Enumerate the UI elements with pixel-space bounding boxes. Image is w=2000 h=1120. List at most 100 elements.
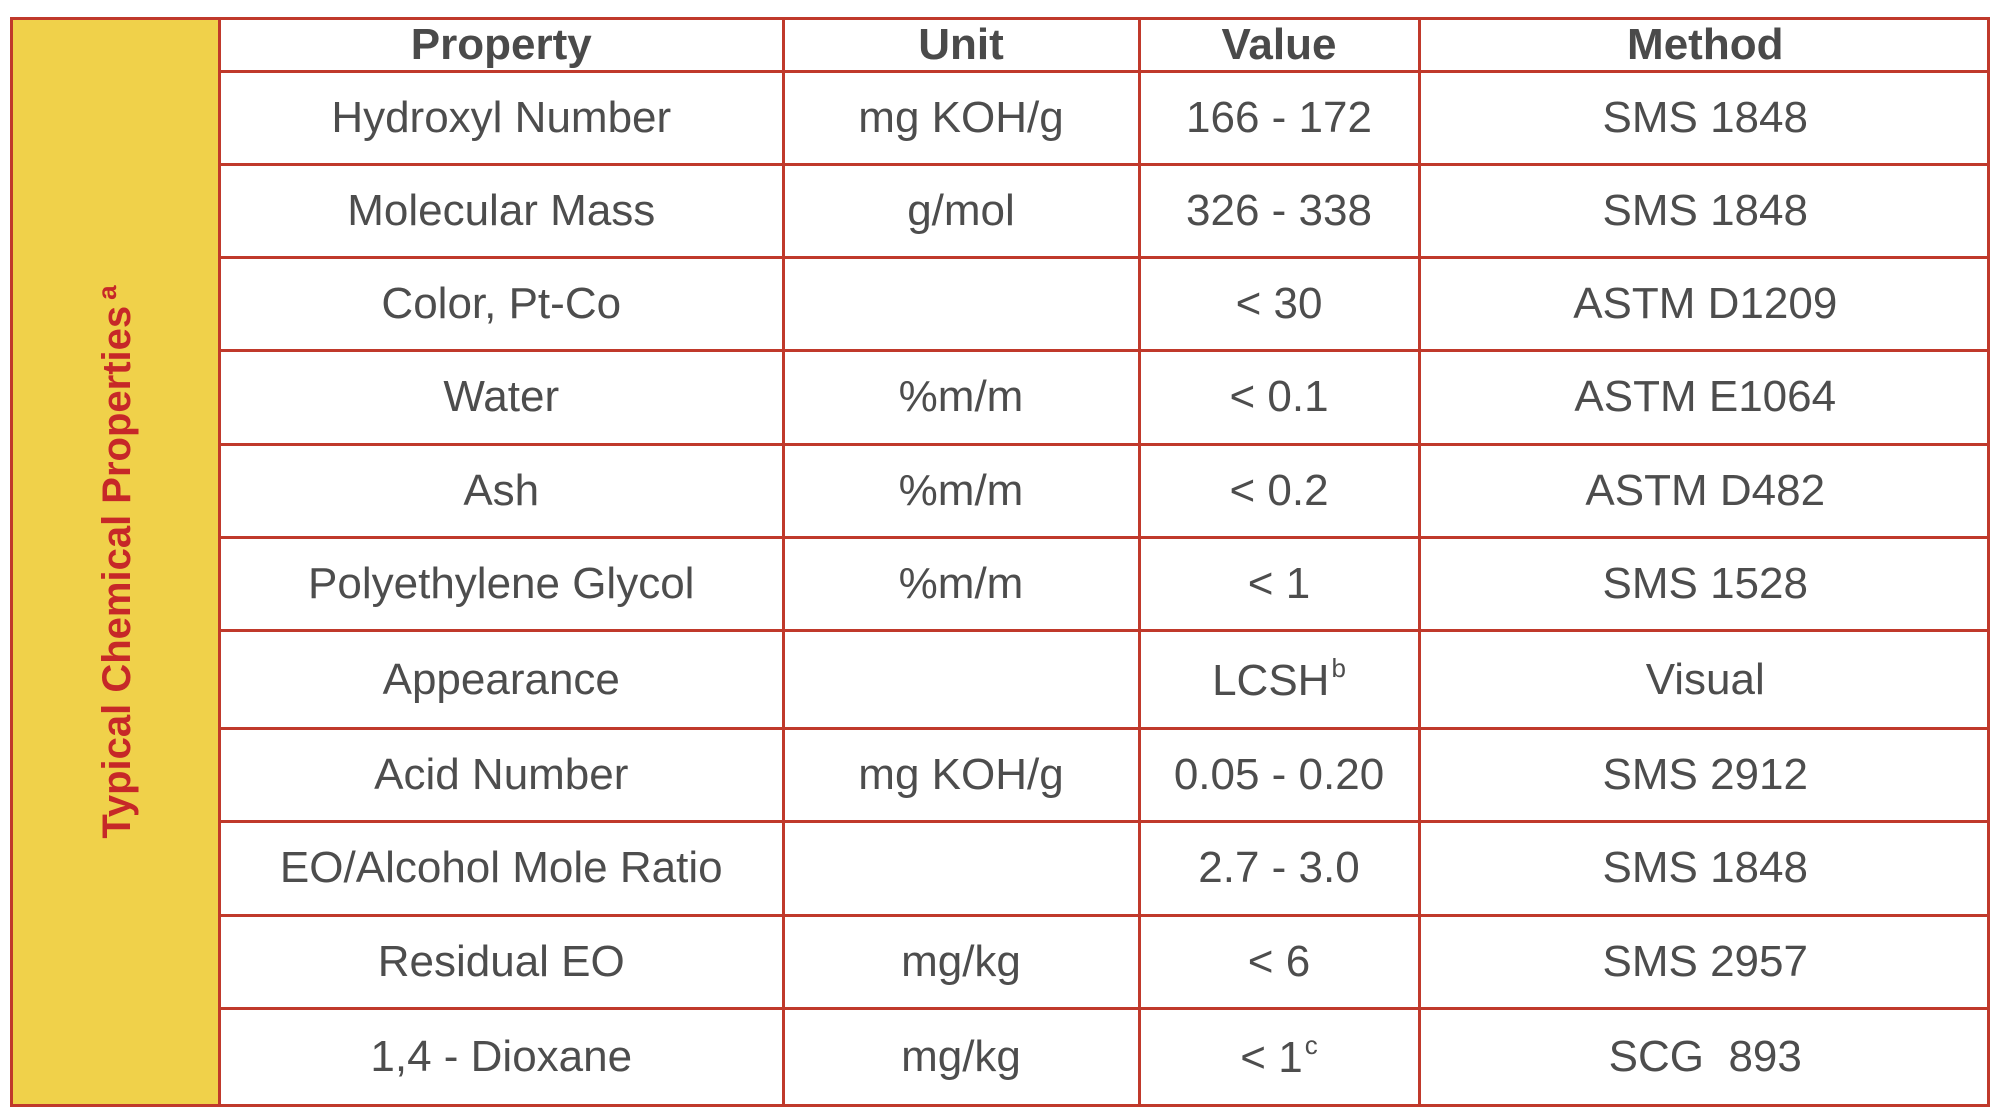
value-footnote: c [1304,1030,1318,1061]
cell-value-text: < 0.1 [1229,372,1329,422]
table-row: Acid Number mg KOH/g 0.05 - 0.20 SMS 2912 [221,727,1990,824]
header-method: Method [1417,20,1990,73]
cell-property: Polyethylene Glycol [221,535,785,632]
cell-unit-text: %m/m [898,558,1024,608]
table-row: Color, Pt-Co < 30 ASTM D1209 [221,256,1990,353]
cell-unit-text: mg KOH/g [858,93,1064,143]
side-label: Typical Chemical Properties a [92,285,140,838]
side-band: Typical Chemical Properties a [13,20,221,1104]
cell-property-text: Residual EO [377,936,625,986]
cell-value: < 0.2 [1137,442,1421,539]
cell-unit-text: mg/kg [901,936,1021,986]
cell-value-text: LCSH [1212,656,1330,706]
cell-unit [781,628,1141,731]
cell-method-text: SMS 1528 [1602,558,1808,608]
cell-property-text: Ash [463,465,540,515]
cell-unit [781,820,1141,917]
cell-method-text: ASTM E1064 [1574,372,1837,422]
cell-method-text: ASTM D482 [1585,465,1826,515]
cell-property: Acid Number [221,727,785,824]
cell-property-text: Polyethylene Glycol [308,558,695,608]
cell-property-text: EO/Alcohol Mole Ratio [279,843,723,893]
cell-method: ASTM D482 [1417,442,1990,539]
cell-property: Appearance [221,628,785,731]
cell-value: 0.05 - 0.20 [1137,727,1421,824]
cell-method: Visual [1417,628,1990,731]
table-body: Hydroxyl Number mg KOH/g 166 - 172 SMS 1848… [221,69,1990,1104]
cell-property-text: Color, Pt-Co [381,279,622,329]
cell-unit: mg KOH/g [781,69,1141,167]
table-row: Water %m/m < 0.1 ASTM E1064 [221,349,1990,446]
cell-property-text: Molecular Mass [347,186,656,236]
cell-method-text: SMS 1848 [1602,93,1808,143]
table-row: Ash %m/m < 0.2 ASTM D482 [221,442,1990,539]
cell-value: 2.7 - 3.0 [1137,820,1421,917]
cell-value-text: 0.05 - 0.20 [1173,750,1385,800]
table-row: Hydroxyl Number mg KOH/g 166 - 172 SMS 1848 [221,69,1990,167]
value-footnote: b [1331,653,1346,684]
table-row: Molecular Mass g/mol 326 - 338 SMS 1848 [221,163,1990,260]
cell-method: SCG 893 [1417,1006,1990,1104]
cell-property: EO/Alcohol Mole Ratio [221,820,785,917]
cell-method: SMS 1528 [1417,535,1990,632]
cell-value: < 1c [1137,1006,1421,1104]
properties-table: Property Unit Value Method Hydroxyl Numb… [221,20,1990,1104]
cell-method-text: SMS 2957 [1602,936,1808,986]
cell-unit: %m/m [781,349,1141,446]
table-row: Appearance LCSHb Visual [221,628,1990,731]
cell-value-text: < 0.2 [1229,465,1329,515]
cell-method-text: SMS 1848 [1602,843,1808,893]
table-wrap: Property Unit Value Method Hydroxyl Numb… [221,20,1990,1104]
cell-unit-text: %m/m [898,372,1024,422]
cell-method-text: SCG 893 [1608,1031,1802,1081]
cell-value: 326 - 338 [1137,163,1421,260]
cell-value-text: 326 - 338 [1186,186,1372,236]
cell-value-text: < 6 [1247,936,1311,986]
cell-unit: mg KOH/g [781,727,1141,824]
cell-method-text: SMS 1848 [1602,186,1808,236]
cell-property-text: Appearance [382,654,620,704]
cell-property: Color, Pt-Co [221,256,785,353]
cell-value: < 0.1 [1137,349,1421,446]
cell-value-text: < 1 [1240,1033,1303,1083]
cell-unit-text: g/mol [907,186,1015,236]
header-value: Value [1137,20,1421,73]
cell-method-text: ASTM D1209 [1573,279,1838,329]
cell-property: Water [221,349,785,446]
cell-method: SMS 1848 [1417,163,1990,260]
cell-value: < 30 [1137,256,1421,353]
cell-unit-text: mg KOH/g [858,750,1064,800]
cell-value-text: 166 - 172 [1186,93,1372,143]
cell-unit: %m/m [781,442,1141,539]
cell-value: 166 - 172 [1137,69,1421,167]
cell-method-text: Visual [1645,654,1765,704]
header-property: Property [221,20,785,73]
header-unit: Unit [781,20,1141,73]
cell-method: SMS 2912 [1417,727,1990,824]
cell-unit: %m/m [781,535,1141,632]
cell-method: SMS 2957 [1417,913,1990,1010]
cell-value-text: 2.7 - 3.0 [1198,843,1360,893]
cell-unit [781,256,1141,353]
cell-unit: g/mol [781,163,1141,260]
cell-method: ASTM E1064 [1417,349,1990,446]
cell-property-text: Hydroxyl Number [331,93,672,143]
cell-value-text: < 30 [1235,279,1323,329]
table-row: Residual EO mg/kg < 6 SMS 2957 [221,913,1990,1010]
cell-unit: mg/kg [781,913,1141,1010]
side-label-text: Typical Chemical Properties [94,305,139,839]
cell-property: Hydroxyl Number [221,69,785,167]
side-label-footnote: a [91,285,122,300]
cell-unit-text: %m/m [898,465,1024,515]
cell-property: Ash [221,442,785,539]
cell-property-text: 1,4 - Dioxane [370,1031,633,1081]
cell-value-text: < 1 [1247,558,1311,608]
cell-method: ASTM D1209 [1417,256,1990,353]
cell-property-text: Acid Number [374,750,629,800]
cell-method-text: SMS 2912 [1602,750,1808,800]
cell-unit-text: mg/kg [901,1031,1021,1081]
table-row: 1,4 - Dioxane mg/kg < 1c SCG 893 [221,1006,1990,1104]
header-row: Property Unit Value Method [221,20,1990,73]
cell-value: < 1 [1137,535,1421,632]
cell-unit: mg/kg [781,1006,1141,1104]
